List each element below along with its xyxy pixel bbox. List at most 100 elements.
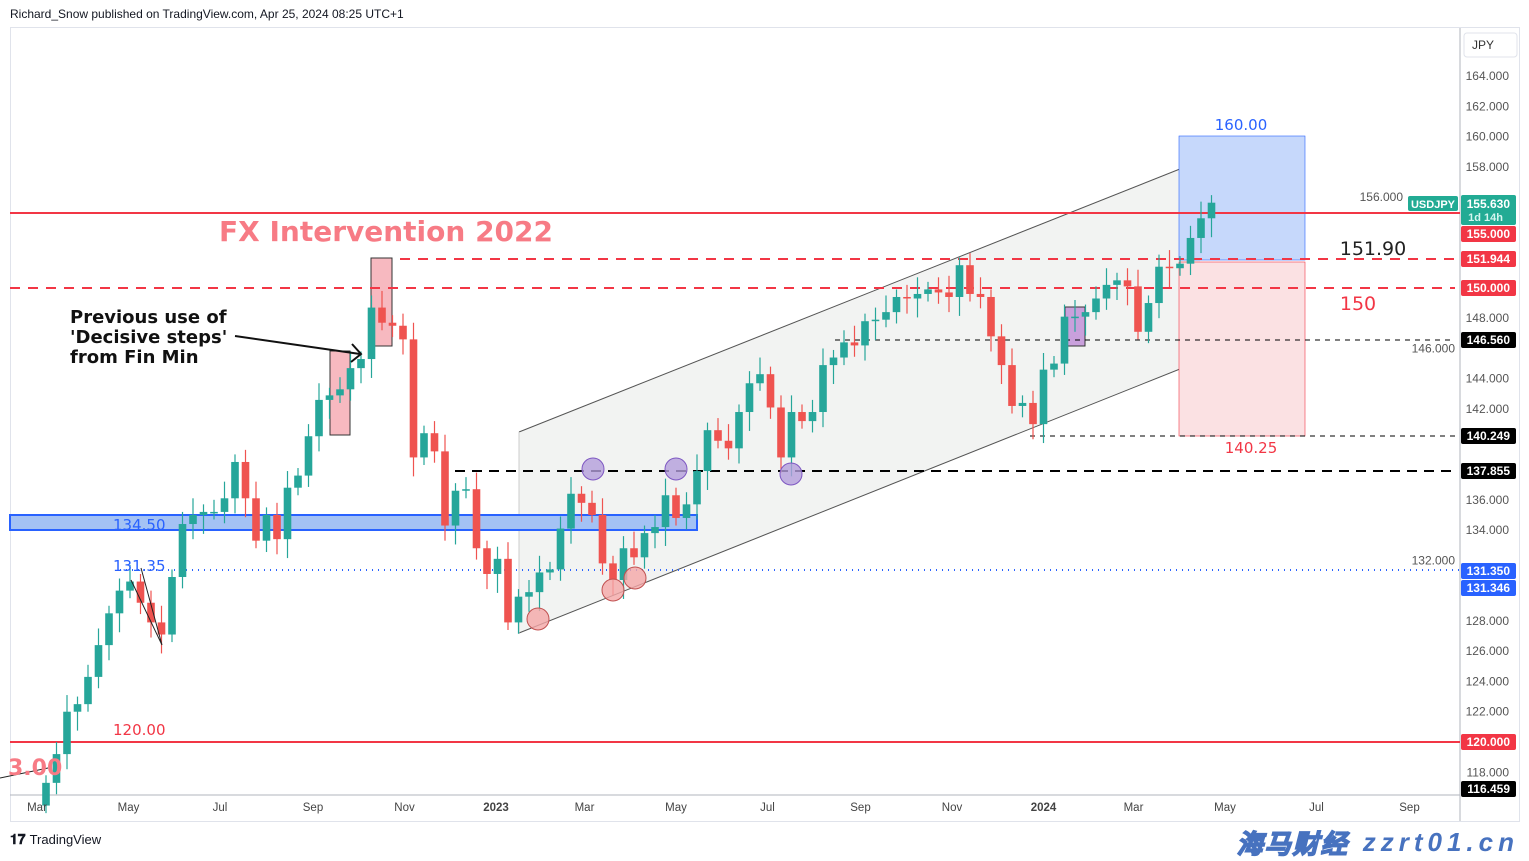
level-150-label: 150 — [1340, 293, 1376, 315]
price-label-bg — [1461, 428, 1516, 444]
candle-body — [493, 558, 502, 574]
watermark: 海马财经 zzrt01.cn — [1236, 824, 1519, 861]
candle-body — [651, 527, 659, 534]
candle-body — [441, 451, 449, 526]
candle-body — [220, 498, 229, 512]
candle-body — [745, 383, 754, 413]
price-label: 140.249 — [1467, 429, 1511, 443]
candle-body — [924, 289, 932, 294]
level-120-label: 120.00 — [113, 721, 166, 739]
price-label: 137.855 — [1467, 464, 1511, 478]
candle-body — [199, 511, 208, 515]
candle-body — [777, 407, 785, 458]
price-label-bg — [1461, 580, 1516, 596]
currency-label: JPY — [1472, 38, 1494, 52]
candle-body — [84, 676, 92, 705]
x-tick-label: Mar — [575, 802, 595, 814]
candle-body — [420, 433, 428, 458]
candle-body — [63, 711, 71, 755]
candle-body — [136, 581, 145, 603]
candle-body — [1113, 280, 1121, 285]
y-tick-label: 144.000 — [1466, 372, 1510, 386]
last-price-tag — [1461, 195, 1516, 225]
y-tick-label: 124.000 — [1466, 674, 1510, 688]
candle-body — [1155, 266, 1163, 304]
candle-body — [52, 754, 61, 783]
candle-body — [882, 312, 890, 320]
x-tick-label: 2024 — [1031, 802, 1057, 814]
tv-logo-icon: 𝟏𝟕 — [10, 831, 26, 847]
y-tick-label: 164.000 — [1466, 69, 1510, 83]
trend-line-fragment — [0, 767, 49, 779]
candle-body — [714, 430, 722, 441]
target-box-profit — [1178, 135, 1306, 261]
candle-body — [1050, 363, 1058, 370]
candle-body — [756, 374, 764, 384]
candle-body — [735, 412, 743, 449]
annotation-arrow-head — [350, 343, 363, 363]
candle-body — [483, 548, 491, 574]
candle-body — [94, 645, 103, 677]
fx-intervention-label: FX Intervention 2022 — [219, 215, 553, 248]
price-label-bg — [1461, 781, 1516, 797]
candle-body — [262, 514, 271, 541]
candle-body — [315, 399, 323, 437]
candle-body — [210, 511, 218, 514]
candle-body — [399, 325, 407, 340]
candle-body — [1039, 369, 1048, 425]
candle-body — [1018, 402, 1027, 406]
candle-body — [178, 524, 187, 578]
y-tick-label: 148.000 — [1466, 311, 1510, 325]
y-tick-label: 146.000 — [1412, 341, 1456, 355]
candle-body — [504, 558, 512, 623]
candle-body — [609, 563, 617, 581]
publish-header: Richard_Snow published on TradingView.co… — [10, 7, 404, 21]
price-label: 120.000 — [1467, 735, 1511, 749]
candle-body — [1071, 316, 1079, 319]
candle-body — [987, 296, 995, 337]
annotation-text: from Fin Min — [70, 347, 199, 368]
y-tick-label: 162.000 — [1466, 99, 1510, 113]
y-tick-label: 136.000 — [1466, 493, 1510, 507]
candle-body — [157, 622, 166, 635]
target-160-label: 160.00 — [1215, 116, 1268, 134]
price-label: 150.000 — [1467, 281, 1511, 295]
x-tick-label: Nov — [942, 802, 963, 814]
flag-pattern-lines — [130, 567, 163, 646]
candle-body — [472, 489, 481, 549]
candle-body — [168, 577, 176, 635]
candle-body — [346, 368, 355, 390]
y-tick-label: 128.000 — [1466, 614, 1510, 628]
candle-body — [913, 293, 922, 299]
candle-body — [525, 592, 533, 597]
candle-body — [1165, 266, 1174, 269]
candle-body — [546, 569, 554, 573]
price-label: 131.350 — [1467, 564, 1511, 578]
candle-body — [283, 487, 292, 540]
price-label-bg — [1461, 734, 1516, 750]
candle-body — [409, 339, 418, 458]
candle-body — [556, 528, 565, 570]
candle-body — [1102, 284, 1111, 299]
annotation-arrow — [234, 335, 361, 355]
candle-body — [861, 321, 869, 346]
candle-body — [1176, 263, 1184, 269]
candle-body — [388, 322, 397, 326]
candle-body — [1134, 286, 1142, 332]
candle-body — [73, 704, 82, 712]
candle-body — [903, 296, 911, 299]
price-label: 146.560 — [1467, 333, 1511, 347]
candle-body — [976, 293, 985, 297]
touch-circle-red — [623, 566, 647, 590]
candle-body — [808, 412, 817, 422]
candle-body — [42, 782, 50, 806]
level-118-label: 3.00 — [8, 756, 62, 781]
candle-body — [934, 289, 943, 293]
tradingview-logo[interactable]: 𝟏𝟕 TradingView — [10, 831, 101, 848]
candle-body — [1144, 303, 1153, 332]
candle-body — [241, 461, 250, 499]
candle-body — [598, 514, 607, 564]
chart-frame — [10, 27, 1520, 822]
candle-body — [1186, 237, 1195, 264]
